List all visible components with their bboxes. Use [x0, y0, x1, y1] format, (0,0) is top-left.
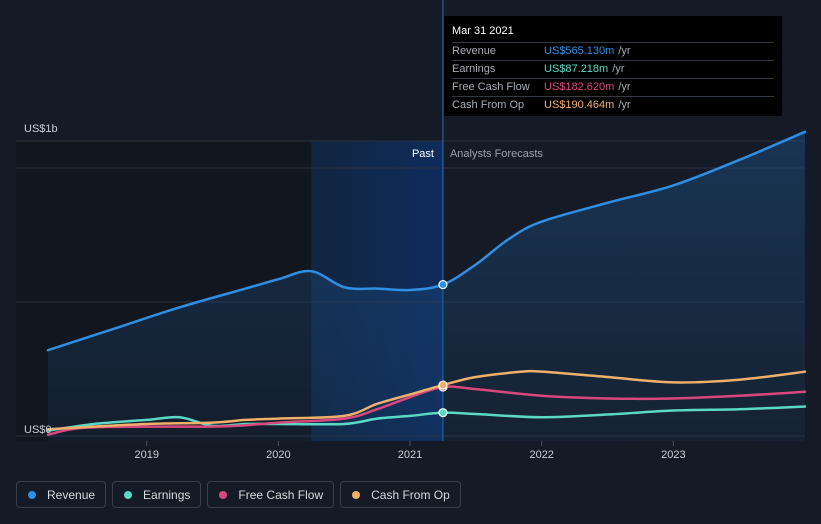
free-cash-flow-line — [46, 385, 807, 436]
tooltip-value: US$565.130m — [544, 45, 615, 57]
revenue-line — [46, 130, 807, 352]
forecast-label: Analysts Forecasts — [450, 148, 543, 160]
past-label: Past — [412, 148, 434, 160]
x-tick-label: 2022 — [529, 449, 553, 461]
tooltip-unit: /yr — [618, 45, 631, 57]
tooltip-label: Earnings — [452, 63, 496, 75]
x-tick-label: 2021 — [398, 449, 422, 461]
tooltip-value: US$182.620m — [544, 81, 615, 93]
legend-label: Earnings — [143, 487, 191, 502]
cash-from-op-dot-icon — [352, 490, 361, 499]
earnings-marker — [438, 408, 448, 418]
tooltip-unit: /yr — [618, 99, 631, 111]
x-tick-label: 2023 — [661, 449, 685, 461]
revenue-dot-icon — [28, 490, 36, 499]
cash-from-op-line — [46, 369, 807, 431]
tooltip-row-free-cash-flow: Free Cash Flow US$182.620m /yr — [452, 78, 774, 96]
tooltip-label: Cash From Op — [452, 99, 525, 111]
legend-item-revenue[interactable]: Revenue — [16, 481, 107, 508]
revenue-marker — [438, 279, 448, 290]
tooltip-value: US$87.218m — [544, 63, 609, 75]
legend-item-cash-from-op[interactable]: Cash From Op — [340, 481, 461, 508]
legend-label: Free Cash Flow — [238, 487, 324, 502]
legend-label: Revenue — [47, 487, 96, 502]
free-cash-flow-dot-icon — [219, 490, 228, 499]
revenue-area — [48, 131, 805, 441]
legend-item-earnings[interactable]: Earnings — [112, 481, 202, 508]
tooltip-unit: /yr — [618, 81, 631, 93]
earnings-dot-icon — [124, 490, 133, 499]
tooltip-unit: /yr — [612, 63, 625, 75]
legend: Revenue Earnings Free Cash Flow Cash Fro… — [16, 481, 461, 508]
y-tick-label: US$1b — [24, 123, 58, 135]
tooltip-row-revenue: Revenue US$565.130m /yr — [452, 42, 774, 60]
y-tick-label: US$0 — [24, 424, 52, 436]
tooltip-value: US$190.464m — [544, 99, 615, 111]
tooltip-row-cash-from-op: Cash From Op US$190.464m /yr — [452, 96, 774, 114]
x-tick-label: 2020 — [266, 449, 290, 461]
tooltip-label: Free Cash Flow — [452, 81, 530, 93]
x-tick-label: 2019 — [134, 449, 158, 461]
cash-from-op-marker — [438, 380, 448, 390]
legend-label: Cash From Op — [371, 487, 450, 502]
earnings-line — [46, 405, 807, 432]
tooltip-date: Mar 31 2021 — [452, 25, 514, 37]
tooltip-row-earnings: Earnings US$87.218m /yr — [452, 60, 774, 78]
tooltip-label: Revenue — [452, 45, 497, 57]
legend-item-free-cash-flow[interactable]: Free Cash Flow — [207, 481, 335, 508]
tooltip: Mar 31 2021 Revenue US$565.130m /yr Earn… — [444, 16, 782, 116]
